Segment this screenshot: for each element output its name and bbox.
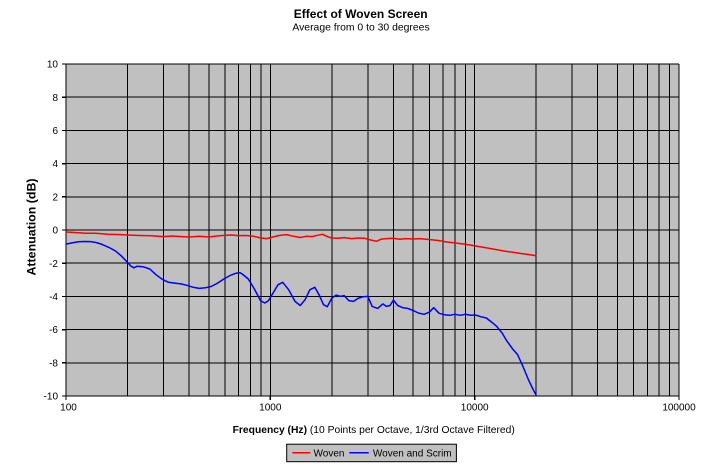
svg-text:100: 100 bbox=[60, 403, 77, 414]
svg-text:Attenuation (dB): Attenuation (dB) bbox=[25, 178, 39, 275]
svg-text:6: 6 bbox=[52, 126, 58, 137]
svg-text:Effect of Woven Screen: Effect of Woven Screen bbox=[294, 7, 428, 21]
svg-text:-4: -4 bbox=[49, 292, 58, 303]
svg-text:0: 0 bbox=[52, 226, 58, 237]
svg-text:-6: -6 bbox=[49, 325, 58, 336]
svg-text:10000: 10000 bbox=[461, 403, 489, 414]
svg-text:Woven and Scrim: Woven and Scrim bbox=[373, 448, 452, 459]
svg-text:-10: -10 bbox=[44, 392, 59, 403]
svg-text:Frequency (Hz) (10 Points per: Frequency (Hz) (10 Points per Octave, 1/… bbox=[233, 425, 515, 436]
svg-text:10: 10 bbox=[47, 60, 59, 71]
svg-text:1000: 1000 bbox=[259, 403, 282, 414]
svg-text:-8: -8 bbox=[49, 358, 58, 369]
svg-text:4: 4 bbox=[52, 159, 58, 170]
svg-text:Woven: Woven bbox=[314, 448, 345, 459]
svg-text:100000: 100000 bbox=[662, 403, 696, 414]
svg-text:8: 8 bbox=[52, 93, 58, 104]
svg-text:-2: -2 bbox=[49, 259, 58, 270]
svg-text:2: 2 bbox=[52, 192, 58, 203]
svg-text:Average from 0 to 30 degrees: Average from 0 to 30 degrees bbox=[292, 23, 429, 34]
